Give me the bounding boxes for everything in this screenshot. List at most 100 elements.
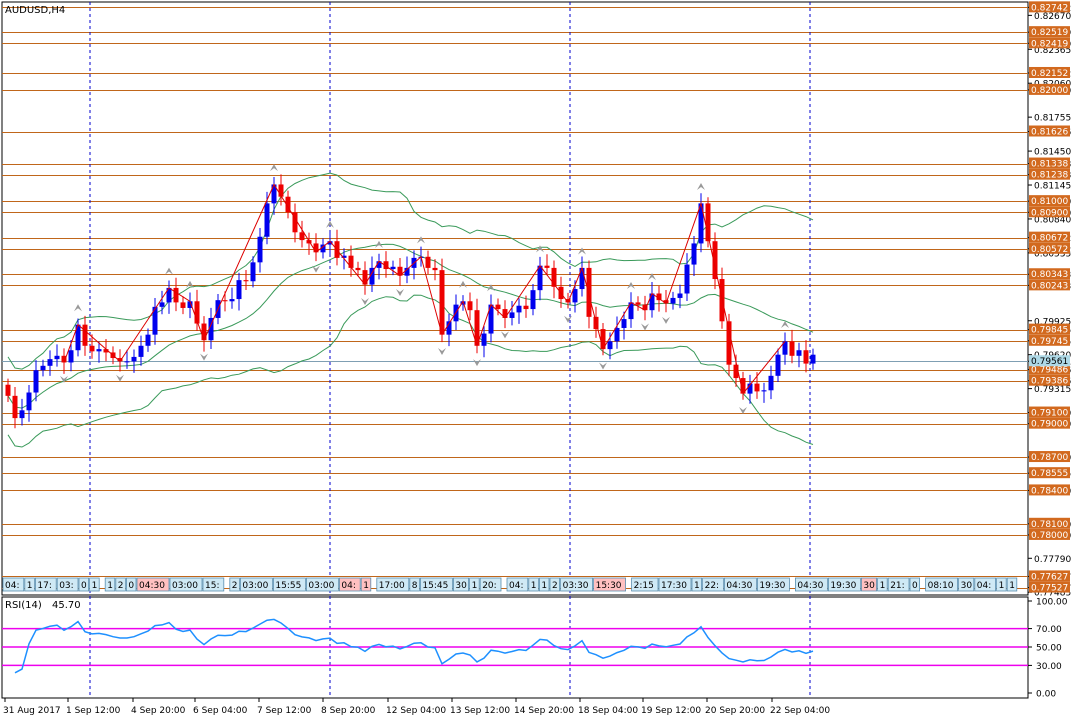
candle-bull <box>341 255 347 258</box>
time-tag-label: 1 <box>363 581 369 591</box>
level-price-label: 0.79745 <box>1031 337 1068 347</box>
candle-bull <box>509 312 515 318</box>
price-tick-label: 0.81755 <box>1034 114 1071 124</box>
time-tag-box <box>925 577 958 592</box>
fractal-down-arrow <box>662 316 670 324</box>
candle-bear <box>495 304 501 310</box>
bollinger-lower <box>7 294 814 448</box>
time-tag-label: 1 <box>27 581 33 591</box>
fractal-up-arrow <box>417 236 425 244</box>
time-tag-label: 1 <box>472 581 478 591</box>
candle-bear <box>362 270 368 285</box>
time-tag-label: 21: <box>890 581 904 591</box>
candle-bear <box>397 266 403 276</box>
level-price-label: 0.82000 <box>1031 86 1068 96</box>
price-tick-label: 0.81450 <box>1034 148 1071 158</box>
candle-bull <box>488 304 494 334</box>
time-tag-box <box>24 577 35 592</box>
candle-bear <box>383 261 389 270</box>
time-tag-label: 04:30 <box>797 581 823 591</box>
candle-bull <box>537 265 543 291</box>
candle-bear <box>432 267 438 271</box>
candle-bull <box>782 341 788 355</box>
time-tag-label: 04:30 <box>139 581 165 591</box>
fractal-up-arrow <box>459 280 467 288</box>
level-price-label: 0.78700 <box>1031 453 1068 463</box>
candle-bear <box>5 384 11 396</box>
candle-bear <box>425 256 431 268</box>
candle-bear <box>523 305 529 310</box>
time-tick-label: 8 Sep 20:00 <box>321 706 376 716</box>
time-tag-label: 17: <box>37 581 51 591</box>
time-tag-label: 20: <box>482 581 496 591</box>
level-price-label: 0.81238 <box>1031 171 1068 181</box>
time-tag-label: 1 <box>107 581 113 591</box>
candle-bull <box>229 299 235 302</box>
candle-bull <box>152 306 158 335</box>
candle-bull <box>390 266 396 270</box>
fractal-up-arrow <box>627 282 635 290</box>
level-price-box <box>1029 37 1070 49</box>
candle-bull <box>33 370 39 393</box>
level-price-label: 0.79100 <box>1031 409 1068 419</box>
candle-bull <box>257 236 263 263</box>
candle-bull <box>516 305 522 313</box>
level-price-label: 0.82419 <box>1031 39 1068 49</box>
time-tag-label: 30 <box>961 581 973 591</box>
candle-bull <box>810 354 816 364</box>
fractal-down-arrow <box>564 315 572 323</box>
candle-bull <box>572 289 578 303</box>
rsi-tick-label: 100.00 <box>1036 598 1068 608</box>
time-tag-label: 1 <box>694 581 700 591</box>
level-price-box <box>1029 406 1070 418</box>
candle-bull <box>649 293 655 311</box>
time-tag-label: 15:45 <box>422 581 448 591</box>
level-price-box <box>1029 26 1070 38</box>
level-price-box <box>1029 374 1070 386</box>
level-price-label: 0.80572 <box>1031 245 1068 255</box>
level-price-label: 0.78000 <box>1031 531 1068 541</box>
candle-bull <box>684 264 690 294</box>
time-tag-box <box>229 577 240 592</box>
fractal-down-arrow <box>361 297 369 305</box>
time-tag-box <box>958 577 975 592</box>
candle-bear <box>117 358 123 362</box>
candle-bull <box>621 319 627 328</box>
fractal-up-arrow <box>578 247 586 255</box>
level-price-box <box>1029 334 1070 346</box>
fractal-down-arrow <box>641 323 649 331</box>
time-tag-box <box>89 577 100 592</box>
time-tag-box <box>974 577 996 592</box>
time-tick-label: 6 Sep 04:00 <box>193 706 248 716</box>
candle-bull <box>747 383 753 394</box>
time-tag-box <box>469 577 480 592</box>
time-tag-box <box>479 577 502 592</box>
level-price-label: 0.82519 <box>1031 28 1068 38</box>
time-tick-label: 14 Sep 20:00 <box>514 706 574 716</box>
level-price-label: 0.80343 <box>1031 270 1068 280</box>
time-tag-box <box>202 577 225 592</box>
fractal-up-arrow <box>536 245 544 253</box>
time-tag-box <box>272 577 306 592</box>
level-price-box <box>1029 451 1070 463</box>
time-tick-label: 12 Sep 04:00 <box>386 706 446 716</box>
fractal-down-arrow <box>200 353 208 361</box>
candle-bear <box>355 267 361 271</box>
level-price-label: 0.77627 <box>1031 572 1068 582</box>
current-price-label: 0.79561 <box>1031 357 1068 367</box>
candle-bull <box>40 365 46 371</box>
level-price-box <box>1029 467 1070 479</box>
candle-bear <box>663 300 669 304</box>
level-price-box <box>1029 581 1070 593</box>
rsi-line <box>14 618 814 674</box>
time-tick-label: 13 Sep 12:00 <box>450 706 510 716</box>
level-price-label: 0.81338 <box>1031 160 1068 170</box>
level-price-box <box>1029 125 1070 137</box>
candle-bull <box>369 267 375 285</box>
current-price-box <box>1029 355 1070 367</box>
time-tag-label: 03:00 <box>308 581 334 591</box>
time-tag-box <box>169 577 203 592</box>
fractal-up-arrow <box>781 320 789 328</box>
